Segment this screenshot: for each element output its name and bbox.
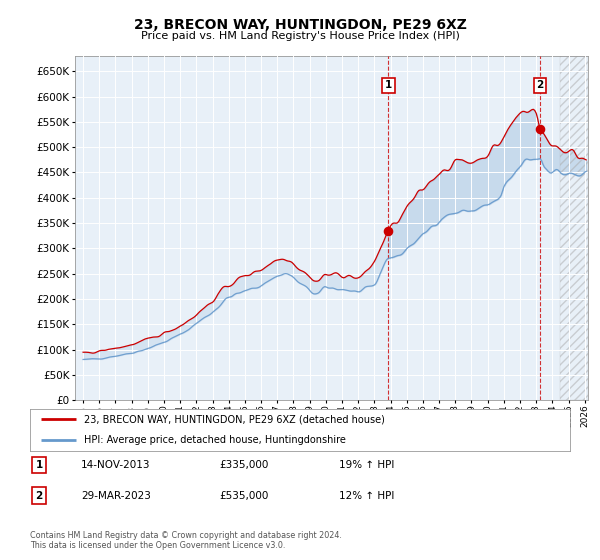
Text: 1: 1 [35,460,43,470]
Text: 12% ↑ HPI: 12% ↑ HPI [339,491,394,501]
Text: 23, BRECON WAY, HUNTINGDON, PE29 6XZ: 23, BRECON WAY, HUNTINGDON, PE29 6XZ [134,18,466,32]
Text: £535,000: £535,000 [219,491,268,501]
Point [535,125,545,134]
Text: 2: 2 [35,491,43,501]
Text: 2: 2 [536,80,544,90]
Text: 14-NOV-2013: 14-NOV-2013 [81,460,151,470]
Text: Price paid vs. HM Land Registry's House Price Index (HPI): Price paid vs. HM Land Registry's House … [140,31,460,41]
Text: £335,000: £335,000 [219,460,268,470]
Text: Contains HM Land Registry data © Crown copyright and database right 2024.
This d: Contains HM Land Registry data © Crown c… [30,530,342,550]
Text: 19% ↑ HPI: 19% ↑ HPI [339,460,394,470]
Point [383,226,393,235]
Text: 29-MAR-2023: 29-MAR-2023 [81,491,151,501]
Text: 23, BRECON WAY, HUNTINGDON, PE29 6XZ (detached house): 23, BRECON WAY, HUNTINGDON, PE29 6XZ (de… [84,414,385,424]
Text: 1: 1 [385,80,392,90]
Text: HPI: Average price, detached house, Huntingdonshire: HPI: Average price, detached house, Hunt… [84,435,346,445]
